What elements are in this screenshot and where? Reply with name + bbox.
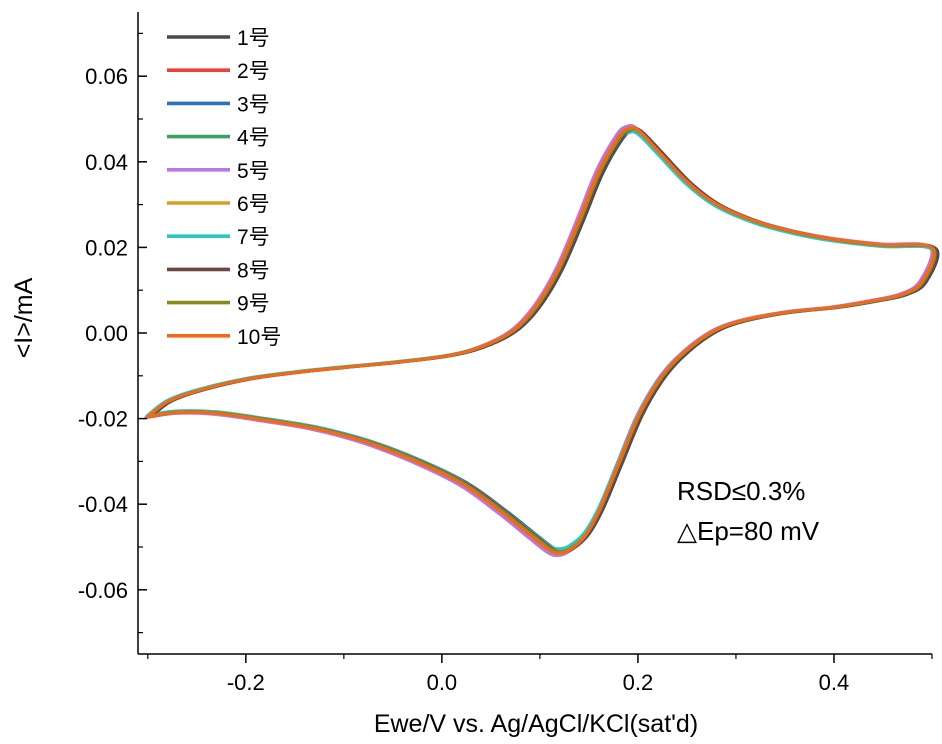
y-tick-label: 0.04 — [85, 150, 128, 175]
y-tick-label: -0.06 — [78, 578, 128, 603]
legend-label: 1号 — [237, 27, 270, 50]
annotation-rsd: RSD≤0.3% — [677, 476, 805, 506]
legend-label: 8号 — [237, 259, 270, 282]
y-tick-label: -0.02 — [78, 407, 128, 432]
annotation-delta-ep: △Ep=80 mV — [677, 516, 820, 546]
y-tick-label: 0.02 — [85, 235, 128, 260]
x-tick-label: -0.2 — [227, 670, 265, 695]
y-tick-label: 0.00 — [85, 321, 128, 346]
x-axis-title: Ewe/V vs. Ag/AgCl/KCl(sat'd) — [374, 710, 698, 738]
legend: 1号 2号 3号 4号 5号 6号 7号 8号 9号 10号 — [167, 27, 281, 349]
x-tick-label: 0.0 — [427, 670, 458, 695]
legend-label: 5号 — [237, 160, 270, 183]
legend-label: 2号 — [237, 60, 270, 83]
axes-group: 0.06 0.04 0.02 0.00 -0.02 -0.04 -0.06 -0.2 0.0 0.… — [78, 12, 933, 695]
legend-label: 9号 — [237, 293, 270, 316]
series-line-10 — [146, 125, 936, 555]
legend-label: 4号 — [237, 127, 270, 150]
legend-label: 10号 — [237, 326, 281, 349]
legend-label: 6号 — [237, 193, 270, 216]
x-tick-label: 0.4 — [819, 670, 850, 695]
legend-label: 3号 — [237, 93, 270, 116]
x-tick-label: 0.2 — [623, 670, 654, 695]
legend-label: 7号 — [237, 226, 270, 249]
curves-group — [144, 123, 940, 558]
y-tick-label: 0.06 — [85, 64, 128, 89]
y-axis-title: <I>/mA — [10, 277, 38, 358]
y-tick-label: -0.04 — [78, 492, 128, 517]
